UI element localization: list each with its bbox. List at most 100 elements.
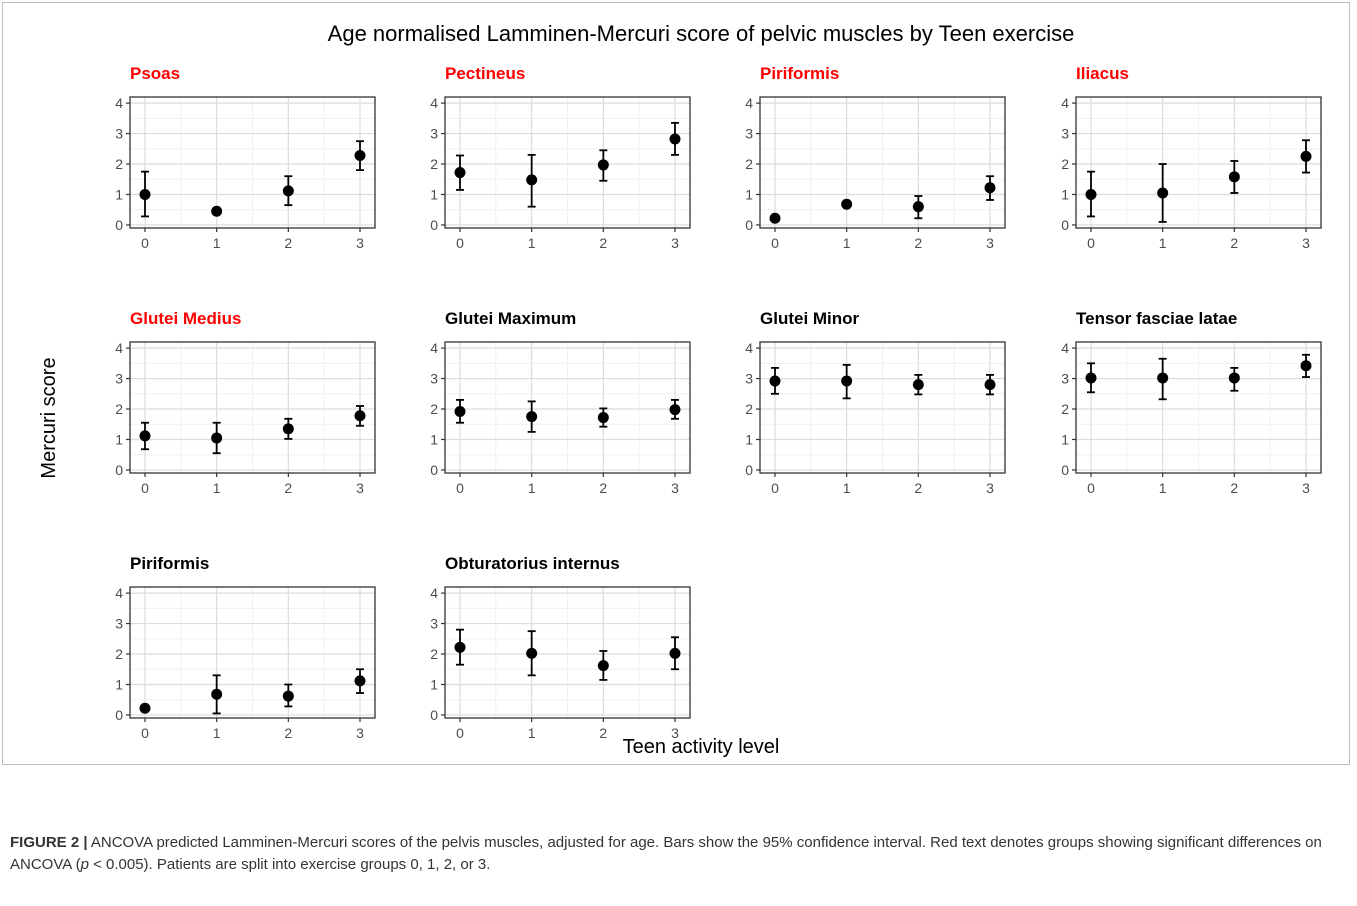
data-point bbox=[1085, 188, 1097, 200]
data-point bbox=[1157, 187, 1169, 199]
y-tick-label: 3 bbox=[1061, 371, 1069, 387]
panel-4: Iliacus 0 1 2 3 4 0 1 2 3 bbox=[1061, 64, 1322, 251]
panel-5: Glutei Medius 0 1 2 3 4 0 1 2 3 bbox=[115, 309, 376, 496]
panel-title: Piriformis bbox=[130, 554, 209, 573]
faceted-chart: Age normalised Lamminen-Mercuri score of… bbox=[38, 21, 1322, 758]
x-tick-label: 1 bbox=[528, 480, 536, 496]
y-tick-label: 0 bbox=[430, 707, 438, 723]
panel-title: Pectineus bbox=[445, 64, 525, 83]
data-point bbox=[597, 660, 609, 672]
x-tick-label: 0 bbox=[456, 480, 464, 496]
x-tick-label: 2 bbox=[284, 480, 292, 496]
x-tick-label: 0 bbox=[141, 725, 149, 741]
y-tick-label: 3 bbox=[745, 126, 753, 142]
data-point bbox=[282, 690, 294, 702]
data-point bbox=[841, 375, 853, 387]
figure-title: Age normalised Lamminen-Mercuri score of… bbox=[328, 21, 1075, 46]
data-point bbox=[454, 167, 466, 179]
x-tick-label: 2 bbox=[1230, 480, 1238, 496]
x-tick-label: 3 bbox=[1302, 235, 1310, 251]
x-tick-label: 1 bbox=[843, 480, 851, 496]
figure-caption: FIGURE 2 | ANCOVA predicted Lamminen-Mer… bbox=[10, 832, 1345, 876]
y-tick-label: 0 bbox=[115, 707, 123, 723]
y-tick-label: 0 bbox=[430, 462, 438, 478]
x-tick-label: 3 bbox=[671, 235, 679, 251]
data-point bbox=[1300, 360, 1312, 372]
y-axis-label: Mercuri score bbox=[38, 357, 60, 478]
panel-border bbox=[129, 586, 376, 719]
panel-6: Glutei Maximum 0 1 2 3 4 0 1 2 3 bbox=[430, 309, 691, 496]
y-tick-label: 0 bbox=[745, 462, 753, 478]
data-point bbox=[139, 188, 151, 200]
y-tick-label: 4 bbox=[1061, 95, 1069, 111]
x-tick-label: 3 bbox=[356, 235, 364, 251]
panel-title: Iliacus bbox=[1076, 64, 1129, 83]
y-tick-label: 1 bbox=[745, 186, 753, 202]
x-tick-label: 0 bbox=[456, 235, 464, 251]
y-tick-label: 1 bbox=[430, 431, 438, 447]
x-tick-label: 0 bbox=[141, 480, 149, 496]
x-tick-label: 0 bbox=[771, 235, 779, 251]
panel-border bbox=[444, 341, 691, 474]
data-point bbox=[912, 201, 924, 213]
x-tick-label: 1 bbox=[213, 480, 221, 496]
figure-frame: Age normalised Lamminen-Mercuri score of… bbox=[2, 2, 1350, 765]
y-tick-label: 1 bbox=[115, 676, 123, 692]
y-tick-label: 3 bbox=[115, 126, 123, 142]
panel-border bbox=[759, 341, 1006, 474]
panel-border bbox=[759, 96, 1006, 229]
x-tick-label: 0 bbox=[771, 480, 779, 496]
y-tick-label: 1 bbox=[1061, 186, 1069, 202]
data-point bbox=[841, 198, 853, 210]
panel-7: Glutei Minor 0 1 2 3 4 0 1 2 3 bbox=[745, 309, 1006, 496]
data-point bbox=[354, 675, 366, 687]
panel-title: Piriformis bbox=[760, 64, 839, 83]
x-tick-label: 1 bbox=[528, 725, 536, 741]
y-tick-label: 4 bbox=[745, 340, 753, 356]
x-tick-label: 3 bbox=[1302, 480, 1310, 496]
x-tick-label: 1 bbox=[213, 725, 221, 741]
x-tick-label: 3 bbox=[356, 480, 364, 496]
x-tick-label: 1 bbox=[1159, 480, 1167, 496]
data-point bbox=[669, 133, 681, 145]
panel-title: Glutei Minor bbox=[760, 309, 860, 328]
caption-label: FIGURE 2 | bbox=[10, 834, 88, 851]
data-point bbox=[526, 174, 538, 186]
panel-title: Obturatorius internus bbox=[445, 554, 620, 573]
x-tick-label: 0 bbox=[1087, 235, 1095, 251]
data-point bbox=[669, 647, 681, 659]
panel-9: Piriformis 0 1 2 3 4 0 1 2 3 bbox=[115, 554, 376, 741]
y-tick-label: 4 bbox=[430, 340, 438, 356]
y-tick-label: 2 bbox=[1061, 401, 1069, 417]
data-point bbox=[984, 182, 996, 194]
data-point bbox=[282, 423, 294, 435]
y-tick-label: 2 bbox=[1061, 156, 1069, 172]
panel-2: Pectineus 0 1 2 3 4 0 1 2 3 bbox=[430, 64, 691, 251]
panel-title: Glutei Medius bbox=[130, 309, 241, 328]
data-point bbox=[211, 205, 223, 217]
panel-border bbox=[1075, 96, 1322, 229]
y-tick-label: 3 bbox=[115, 616, 123, 632]
x-tick-label: 2 bbox=[599, 725, 607, 741]
x-tick-label: 2 bbox=[284, 235, 292, 251]
y-tick-label: 1 bbox=[430, 186, 438, 202]
data-point bbox=[1157, 372, 1169, 384]
y-tick-label: 2 bbox=[430, 646, 438, 662]
y-tick-label: 0 bbox=[1061, 217, 1069, 233]
panel-title: Glutei Maximum bbox=[445, 309, 576, 328]
panel-8: Tensor fasciae latae 0 1 2 3 4 0 1 2 3 bbox=[1061, 309, 1322, 496]
y-tick-label: 4 bbox=[745, 95, 753, 111]
data-point bbox=[354, 149, 366, 161]
y-tick-label: 3 bbox=[745, 371, 753, 387]
data-point bbox=[984, 379, 996, 391]
panel-border bbox=[129, 96, 376, 229]
y-tick-label: 3 bbox=[430, 371, 438, 387]
caption-text-a: ANCOVA predicted Lamminen-Mercuri scores… bbox=[10, 834, 1322, 873]
y-tick-label: 3 bbox=[1061, 126, 1069, 142]
y-tick-label: 4 bbox=[430, 95, 438, 111]
x-tick-label: 3 bbox=[986, 480, 994, 496]
data-point bbox=[211, 688, 223, 700]
panel-border bbox=[444, 96, 691, 229]
y-tick-label: 0 bbox=[1061, 462, 1069, 478]
data-point bbox=[139, 430, 151, 442]
